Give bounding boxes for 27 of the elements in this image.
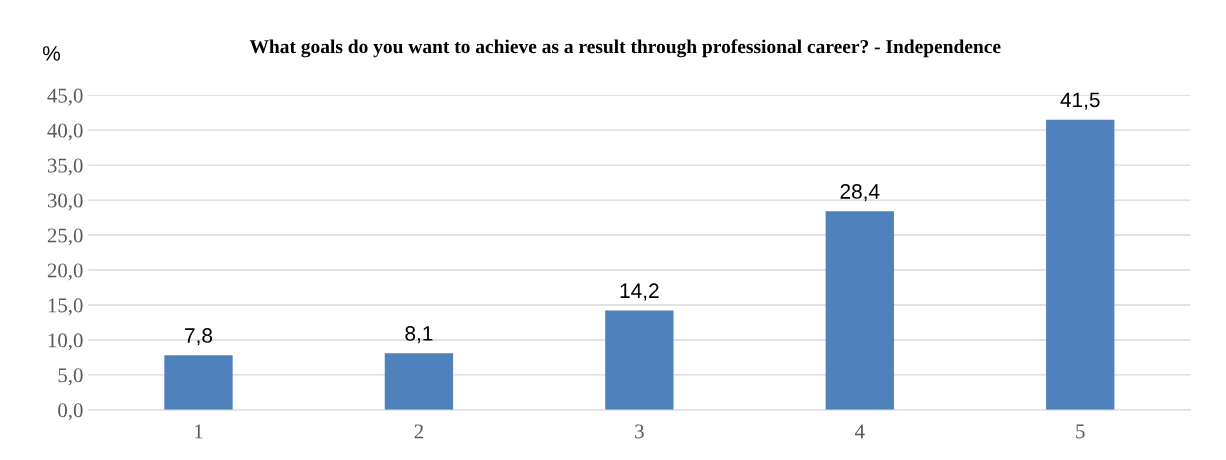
- x-tick-label: 2: [414, 424, 423, 439]
- chart-title: What goals do you want to achieve as a result through professional career? - Independence: [249, 39, 1001, 58]
- y-tick-label: 5,0: [58, 368, 83, 386]
- y-tick-label: 20,0: [47, 263, 83, 281]
- y-tick-label: 40,0: [47, 123, 83, 141]
- x-tick-label: 4: [854, 424, 865, 439]
- x-tick-label: 1: [195, 424, 203, 439]
- y-tick-label: 45,0: [47, 88, 83, 106]
- bar: [1046, 119, 1115, 410]
- y-tick-label: 25,0: [47, 228, 83, 246]
- bar: [605, 310, 674, 410]
- data-label: 14,2: [620, 283, 659, 301]
- y-tick-label: 30,0: [47, 193, 83, 211]
- y-tick-label: 15,0: [48, 298, 83, 316]
- bar: [384, 353, 454, 410]
- data-label: 7,8: [185, 328, 213, 346]
- bar: [164, 355, 233, 410]
- y-tick-label: 35,0: [47, 158, 83, 176]
- y-axis-title: %: [42, 46, 61, 61]
- x-tick-label: 5: [1076, 424, 1085, 439]
- data-label: 8,1: [405, 326, 433, 344]
- data-label: 28,4: [840, 184, 880, 202]
- y-tick-label: 10,0: [48, 333, 83, 351]
- data-label: 41,5: [1060, 92, 1100, 110]
- bar: [825, 211, 894, 410]
- x-tick-label: 3: [635, 424, 644, 439]
- y-tick-label: 0,0: [58, 403, 83, 421]
